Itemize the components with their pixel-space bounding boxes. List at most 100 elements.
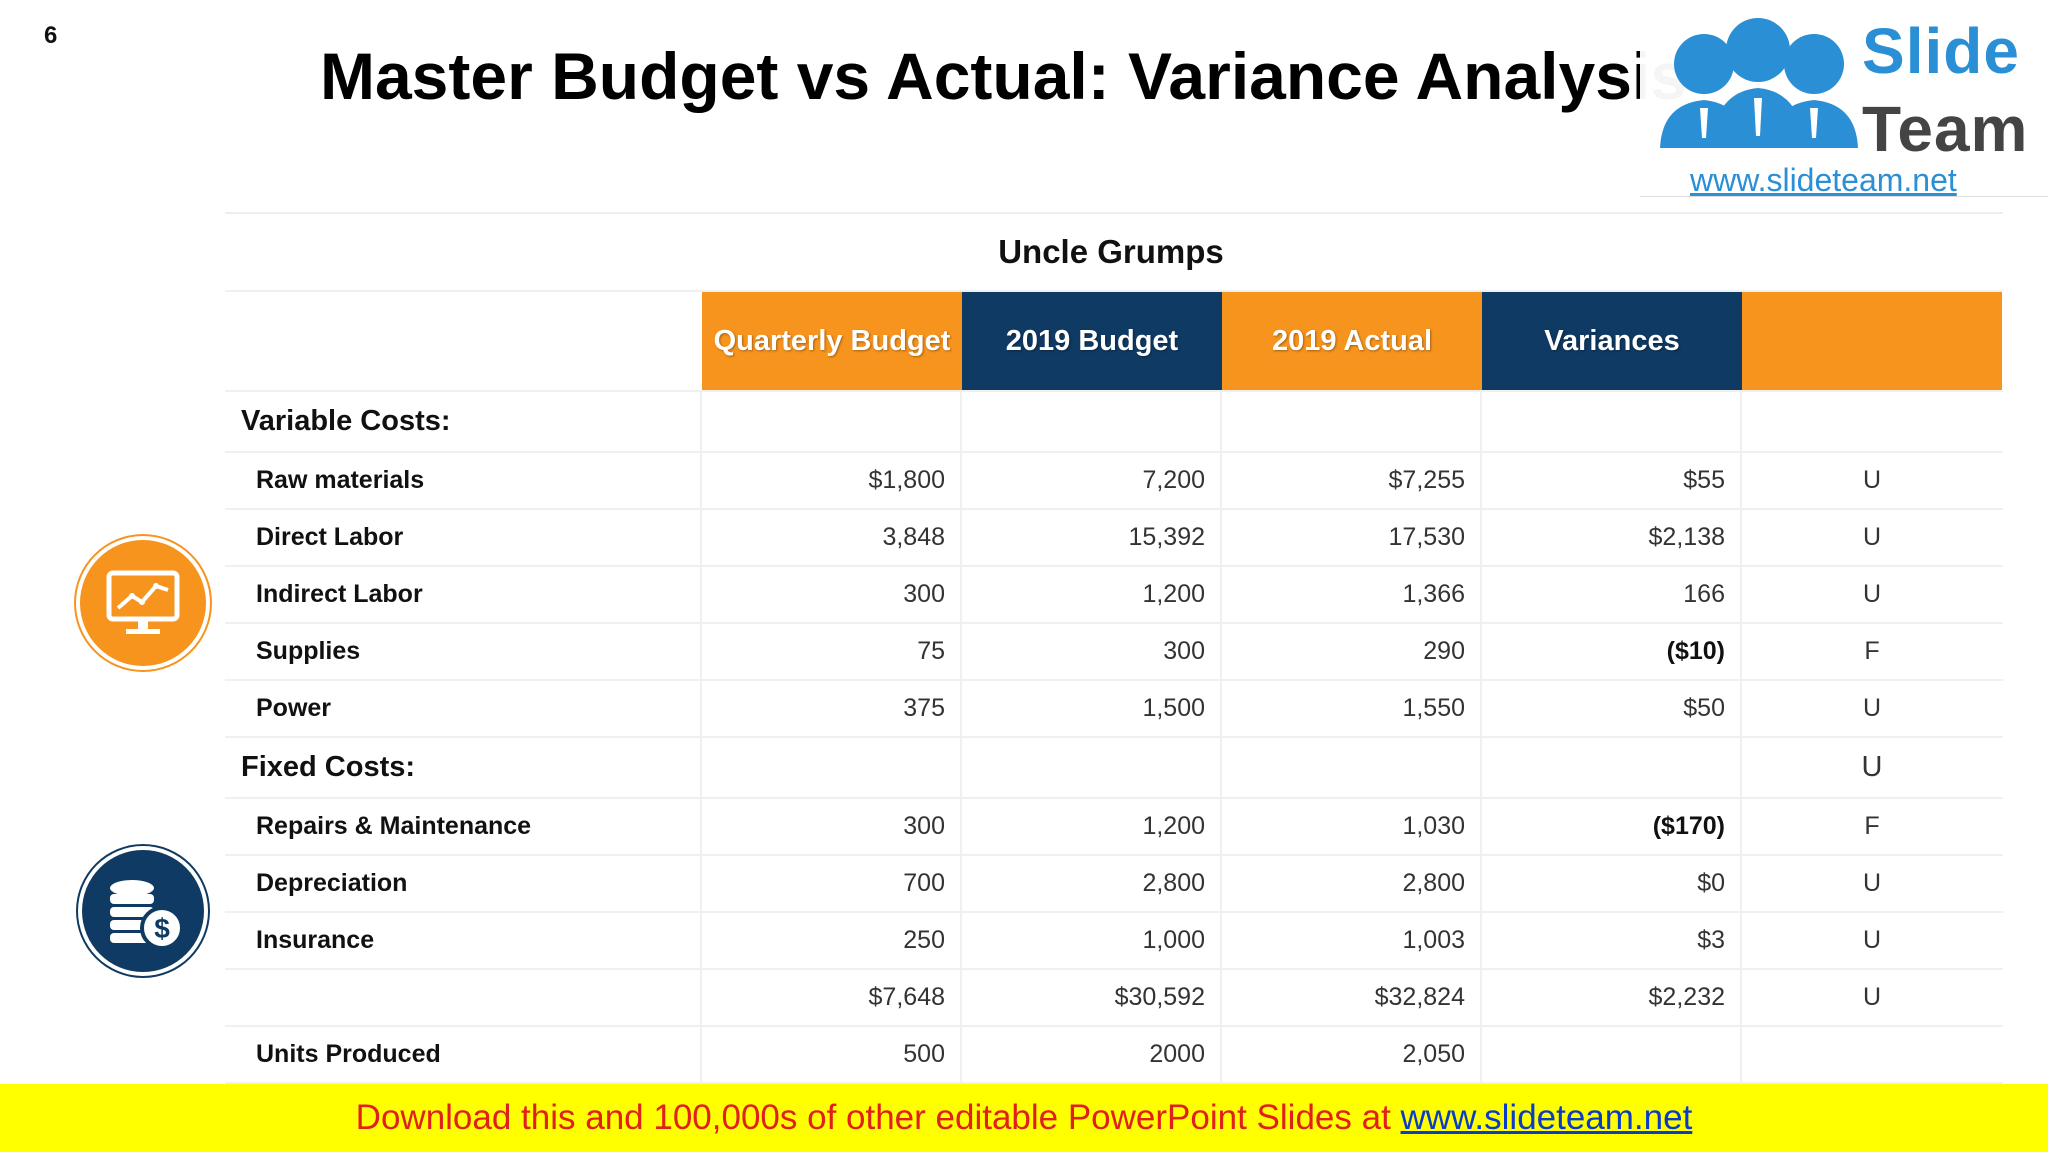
cell-2019-budget: [962, 738, 1222, 797]
cell-variance: [1482, 392, 1742, 451]
cell-2019-actual: 1,030: [1222, 799, 1482, 854]
cell-variance-flag: U: [1862, 983, 1882, 1011]
table-row: Insurance 250 1,000 1,003 $3 U: [225, 913, 2003, 970]
table-row: Supplies 75 300 290 ($10) F: [225, 624, 2003, 681]
company-name: Uncle Grumps: [225, 212, 2003, 292]
section-row: Fixed Costs: U: [225, 738, 2003, 799]
table-header-row: Quarterly Budget 2019 Budget 2019 Actual…: [225, 292, 2003, 392]
download-banner: Download this and 100,000s of other edit…: [0, 1084, 2048, 1152]
table-row: Units Produced 500 2000 2,050: [225, 1027, 2003, 1084]
chart-monitor-icon: [80, 540, 206, 666]
cell-quarterly-budget: $1,800: [702, 453, 962, 508]
cell-variance: $55: [1482, 453, 1742, 508]
cell-quarterly-budget: 300: [702, 799, 962, 854]
cell-2019-actual: 1,366: [1222, 567, 1482, 622]
cell-variance-flag: U: [1862, 926, 1882, 954]
banner-link[interactable]: www.slideteam.net: [1400, 1098, 1693, 1137]
cell-quarterly-budget: [702, 738, 962, 797]
svg-text:$: $: [154, 913, 170, 944]
cell-variance: $2,138: [1482, 510, 1742, 565]
cell-2019-actual: [1222, 738, 1482, 797]
cell-variance: $3: [1482, 913, 1742, 968]
row-label: Variable Costs:: [225, 392, 702, 451]
cell-quarterly-budget: 250: [702, 913, 962, 968]
cell-2019-actual: 290: [1222, 624, 1482, 679]
cell-variance-flag: F: [1864, 812, 1880, 840]
logo-url-link[interactable]: www.slideteam.net: [1690, 162, 1957, 198]
table-row: Direct Labor 3,848 15,392 17,530 $2,138 U: [225, 510, 2003, 567]
cell-2019-actual: 17,530: [1222, 510, 1482, 565]
cell-quarterly-budget: 500: [702, 1027, 962, 1082]
section-row: Variable Costs:: [225, 392, 2003, 453]
cell-variance: [1482, 1027, 1742, 1082]
table-row: Repairs & Maintenance 300 1,200 1,030 ($170)…: [225, 799, 2003, 856]
cell-variance: [1482, 738, 1742, 797]
header-variances: Variances: [1482, 292, 1742, 390]
cell-variance-flag: U: [1862, 869, 1882, 897]
cell-2019-budget: 2000: [962, 1027, 1222, 1082]
dollar-coins-icon: $: [82, 850, 204, 972]
header-blank: [225, 292, 702, 390]
header-quarterly-budget: Quarterly Budget: [702, 292, 962, 390]
row-label: Depreciation: [225, 856, 702, 911]
row-label: Insurance: [225, 913, 702, 968]
row-label: Supplies: [225, 624, 702, 679]
row-label: Power: [225, 681, 702, 736]
slide-title: Master Budget vs Actual: Variance Analys…: [320, 39, 1687, 113]
row-label: Repairs & Maintenance: [225, 799, 702, 854]
cell-quarterly-budget: 3,848: [702, 510, 962, 565]
cell-2019-budget: 1,200: [962, 799, 1222, 854]
cell-2019-budget: 1,500: [962, 681, 1222, 736]
cell-variance-flag: U: [1861, 751, 1883, 783]
cell-2019-actual: $32,824: [1222, 970, 1482, 1025]
cell-variance-flag: [1742, 1027, 2002, 1082]
cell-2019-actual: 1,550: [1222, 681, 1482, 736]
cell-variance: $0: [1482, 856, 1742, 911]
table-row: Depreciation 700 2,800 2,800 $0 U: [225, 856, 2003, 913]
cell-quarterly-budget: 75: [702, 624, 962, 679]
cell-2019-actual: [1222, 392, 1482, 451]
row-label: Units Produced: [225, 1027, 702, 1082]
cell-variance-flag: U: [1862, 694, 1882, 722]
cell-variance: ($10): [1482, 624, 1742, 679]
row-label: Direct Labor: [225, 510, 702, 565]
cell-variance-flag: U: [1862, 466, 1882, 494]
row-label: Fixed Costs:: [225, 738, 702, 797]
table-row: Power 375 1,500 1,550 $50 U: [225, 681, 2003, 738]
cell-2019-actual: 2,800: [1222, 856, 1482, 911]
cell-quarterly-budget: $7,648: [702, 970, 962, 1025]
cell-variance: $50: [1482, 681, 1742, 736]
cell-2019-budget: 300: [962, 624, 1222, 679]
cell-quarterly-budget: [702, 392, 962, 451]
row-label: Indirect Labor: [225, 567, 702, 622]
slideteam-logo[interactable]: Slide Team www.slideteam.net: [1640, 0, 2048, 198]
cell-variance-flag: U: [1862, 580, 1882, 608]
cell-2019-budget: $30,592: [962, 970, 1222, 1025]
cell-2019-budget: [962, 392, 1222, 451]
cell-quarterly-budget: 300: [702, 567, 962, 622]
cell-2019-budget: 2,800: [962, 856, 1222, 911]
variance-table: Uncle Grumps Quarterly Budget 2019 Budge…: [225, 212, 2003, 1084]
row-label: [225, 970, 702, 1025]
cell-variance: $2,232: [1482, 970, 1742, 1025]
banner-text: Download this and 100,000s of other edit…: [355, 1098, 1401, 1137]
slide-number: 6: [44, 22, 58, 49]
header-2019-budget: 2019 Budget: [962, 292, 1222, 390]
logo-word-team: Team: [1862, 93, 2029, 165]
row-label: Raw materials: [225, 453, 702, 508]
cell-variance: ($170): [1482, 799, 1742, 854]
cell-quarterly-budget: 700: [702, 856, 962, 911]
cell-2019-actual: $7,255: [1222, 453, 1482, 508]
cell-variance-flag: F: [1864, 637, 1880, 665]
table-row: Indirect Labor 300 1,200 1,366 166 U: [225, 567, 2003, 624]
cell-quarterly-budget: 375: [702, 681, 962, 736]
header-flag: [1742, 292, 2002, 390]
table-body: Variable Costs: Raw materials $1,800 7,200 $…: [225, 392, 2003, 1084]
cell-variance-flag: [1742, 392, 2002, 451]
cell-2019-budget: 1,200: [962, 567, 1222, 622]
cell-2019-actual: 1,003: [1222, 913, 1482, 968]
cell-2019-budget: 7,200: [962, 453, 1222, 508]
people-icon: [1660, 18, 1858, 148]
table-row: $7,648 $30,592 $32,824 $2,232 U: [225, 970, 2003, 1027]
cell-2019-budget: 15,392: [962, 510, 1222, 565]
